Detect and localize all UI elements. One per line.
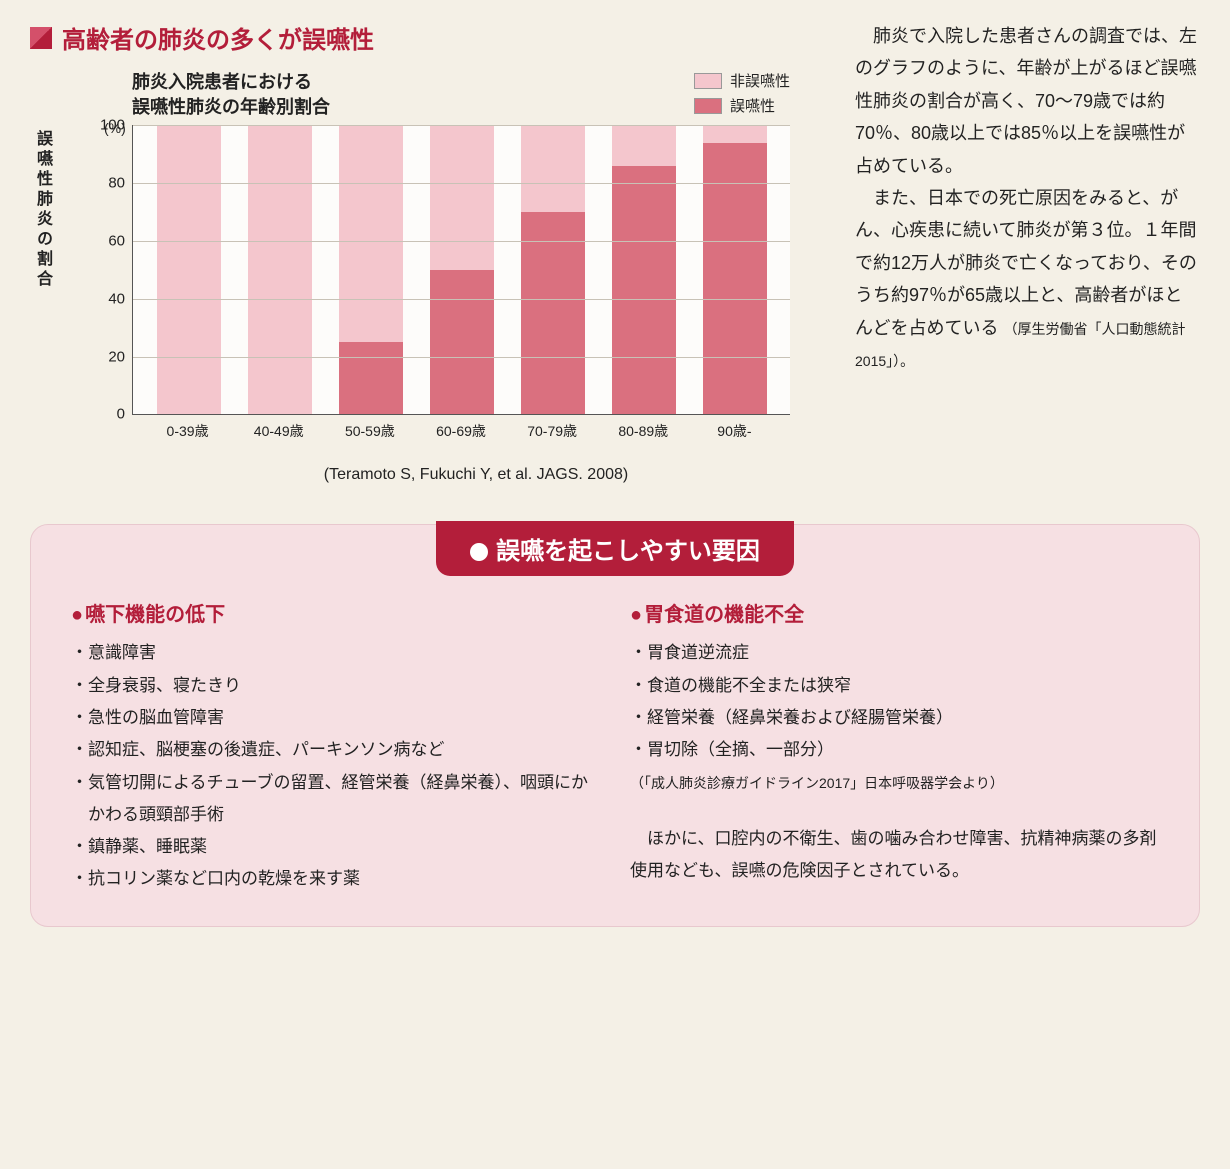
title-square-icon (30, 27, 52, 49)
gridline (133, 183, 790, 184)
right-list: 胃食道逆流症食道の機能不全または狭窄経管栄養（経鼻栄養および経腸管栄養）胃切除（… (630, 637, 1159, 766)
top-section: 高齢者の肺炎の多くが誤嚥性 誤嚥性肺炎の割合 肺炎入院患者における 誤嚥性肺炎の… (30, 20, 1200, 484)
list-item: 意識障害 (71, 637, 600, 669)
list-item: 鎮静薬、睡眠薬 (71, 831, 600, 863)
x-label: 60-69歳 (429, 421, 493, 441)
bar (248, 125, 312, 414)
bar (157, 125, 221, 414)
section-title: 高齢者の肺炎の多くが誤嚥性 (30, 20, 830, 55)
chart-header: 肺炎入院患者における 誤嚥性肺炎の年齢別割合 非誤嚥性 誤嚥性 (62, 70, 830, 120)
list-item: 認知症、脳梗塞の後遺症、パーキンソン病など (71, 734, 600, 766)
bar-segment-non-aspiration (339, 125, 403, 342)
y-axis-title: 誤嚥性肺炎の割合 (30, 130, 54, 290)
dot-icon (470, 543, 488, 561)
bar (703, 125, 767, 414)
x-label: 40-49歳 (247, 421, 311, 441)
x-label: 80-89歳 (611, 421, 675, 441)
chart-column: 高齢者の肺炎の多くが誤嚥性 誤嚥性肺炎の割合 肺炎入院患者における 誤嚥性肺炎の… (30, 20, 830, 484)
legend-swatch-1 (694, 98, 722, 114)
gridline (133, 357, 790, 358)
x-label: 0-39歳 (156, 421, 220, 441)
panel-title: 誤嚥を起こしやすい要因 (436, 521, 794, 576)
list-item: 全身衰弱、寝たきり (71, 670, 600, 702)
chart-inner: 肺炎入院患者における 誤嚥性肺炎の年齢別割合 非誤嚥性 誤嚥性 (62, 70, 830, 484)
gridline (133, 241, 790, 242)
bar-segment-aspiration (521, 212, 585, 414)
y-tick: 0 (117, 406, 133, 423)
panel-title-wrap: 誤嚥を起こしやすい要因 (71, 521, 1159, 576)
plot-area: 020406080100 (132, 125, 790, 415)
y-tick: 60 (108, 232, 133, 249)
panel-col-right: 胃食道の機能不全 胃食道逆流症食道の機能不全または狭窄経管栄養（経鼻栄養および経… (630, 598, 1159, 895)
y-tick: 20 (108, 348, 133, 365)
right-source: （「成人肺炎診療ガイドライン2017」日本呼吸器学会より） (630, 773, 1159, 793)
list-item: 抗コリン薬など口内の乾燥を来す薬 (71, 863, 600, 895)
y-tick: 40 (108, 290, 133, 307)
bar-segment-aspiration (430, 270, 494, 415)
bars-container (133, 125, 790, 414)
list-item: 胃食道逆流症 (630, 637, 1159, 669)
chart-title-l1: 肺炎入院患者における (132, 72, 312, 92)
list-item: 胃切除（全摘、一部分） (630, 734, 1159, 766)
bar-segment-non-aspiration (430, 125, 494, 270)
left-heading: 嚥下機能の低下 (71, 598, 600, 627)
bar-segment-aspiration (339, 342, 403, 414)
bar-segment-non-aspiration (248, 125, 312, 414)
bar (612, 125, 676, 414)
x-label: 50-59歳 (338, 421, 402, 441)
list-item: 急性の脳血管障害 (71, 702, 600, 734)
chart-title: 肺炎入院患者における 誤嚥性肺炎の年齢別割合 (132, 70, 330, 120)
bar (521, 125, 585, 414)
gridline (133, 299, 790, 300)
bar-segment-non-aspiration (521, 125, 585, 212)
left-list: 意識障害全身衰弱、寝たきり急性の脳血管障害認知症、脳梗塞の後遺症、パーキンソン病… (71, 637, 600, 895)
y-tick: 100 (100, 117, 133, 134)
plot-container: (%) 020406080100 0-39歳40-49歳50-59歳60-69歳… (62, 125, 830, 441)
bar-segment-non-aspiration (612, 125, 676, 165)
right-heading: 胃食道の機能不全 (630, 598, 1159, 627)
legend-label-0: 非誤嚥性 (730, 70, 790, 91)
list-item: 気管切開によるチューブの留置、経管栄養（経鼻栄養）、咽頭にかかわる頭頸部手術 (71, 767, 600, 832)
gridline (133, 125, 790, 126)
bar-segment-non-aspiration (703, 125, 767, 142)
legend-row: 非誤嚥性 (694, 70, 790, 91)
section-title-text: 高齢者の肺炎の多くが誤嚥性 (62, 20, 374, 55)
bar (339, 125, 403, 414)
x-labels: 0-39歳 40-49歳 50-59歳 60-69歳 70-79歳 80-89歳 90歳- (132, 415, 790, 441)
legend-label-1: 誤嚥性 (730, 95, 775, 116)
body-p2: また、日本での死亡原因をみると、がん、心疾患に続いて肺炎が第３位。１年間で約12… (855, 182, 1200, 376)
x-label: 70-79歳 (520, 421, 584, 441)
right-note: ほかに、口腔内の不衛生、歯の噛み合わせ障害、抗精神病薬の多剤使用なども、誤嚥の危… (630, 823, 1159, 888)
body-text-col: 肺炎で入院した患者さんの調査では、左のグラフのように、年齢が上がるほど誤嚥性肺炎… (855, 20, 1200, 484)
bar (430, 125, 494, 414)
list-item: 経管栄養（経鼻栄養および経腸管栄養） (630, 702, 1159, 734)
chart-wrap: 誤嚥性肺炎の割合 肺炎入院患者における 誤嚥性肺炎の年齢別割合 非誤嚥性 (30, 70, 830, 484)
panel-col-left: 嚥下機能の低下 意識障害全身衰弱、寝たきり急性の脳血管障害認知症、脳梗塞の後遺症… (71, 598, 600, 895)
body-p1: 肺炎で入院した患者さんの調査では、左のグラフのように、年齢が上がるほど誤嚥性肺炎… (855, 20, 1200, 182)
x-label: 90歳- (702, 421, 766, 441)
body-p2-main: また、日本での死亡原因をみると、がん、心疾患に続いて肺炎が第３位。１年間で約12… (855, 188, 1197, 338)
legend-row: 誤嚥性 (694, 95, 790, 116)
panel-title-text: 誤嚥を起こしやすい要因 (496, 538, 760, 565)
chart-title-l2: 誤嚥性肺炎の年齢別割合 (132, 97, 330, 117)
chart-citation: (Teramoto S, Fukuchi Y, et al. JAGS. 200… (62, 466, 830, 484)
panel-columns: 嚥下機能の低下 意識障害全身衰弱、寝たきり急性の脳血管障害認知症、脳梗塞の後遺症… (71, 598, 1159, 895)
list-item: 食道の機能不全または狭窄 (630, 670, 1159, 702)
bar-segment-aspiration (612, 166, 676, 415)
y-tick: 80 (108, 175, 133, 192)
chart-legend: 非誤嚥性 誤嚥性 (694, 70, 790, 120)
legend-swatch-0 (694, 73, 722, 89)
bar-segment-non-aspiration (157, 125, 221, 414)
factors-panel: 誤嚥を起こしやすい要因 嚥下機能の低下 意識障害全身衰弱、寝たきり急性の脳血管障… (30, 524, 1200, 926)
